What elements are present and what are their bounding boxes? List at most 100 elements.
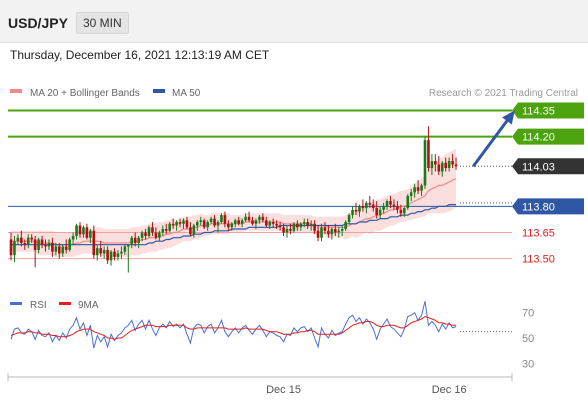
candle-body [127, 244, 130, 247]
candle-body [20, 237, 23, 243]
candle-body [168, 223, 171, 231]
candle [289, 223, 292, 235]
candle [258, 215, 261, 224]
candle-body [123, 246, 127, 252]
candle-body [206, 222, 209, 228]
candle [302, 218, 306, 228]
candle [375, 201, 378, 219]
candle [137, 235, 140, 249]
candle-body [16, 237, 20, 242]
candle [416, 180, 420, 195]
candle-body [192, 225, 196, 235]
candle [389, 195, 392, 209]
candle [130, 235, 134, 249]
candle-body [403, 208, 406, 214]
candle [127, 244, 130, 273]
candle-body [82, 227, 85, 235]
candle [71, 232, 75, 245]
candle-body [120, 251, 123, 254]
candle-body [44, 244, 47, 247]
candle [309, 220, 313, 231]
candle [447, 157, 451, 172]
candle-body [365, 202, 368, 209]
candle [20, 230, 23, 247]
candle-body [309, 223, 313, 226]
candle-body [182, 220, 185, 224]
price-tag-label: 113.80 [522, 201, 555, 213]
candle [340, 225, 344, 236]
resistance-tag: 114.20 [512, 128, 584, 145]
candle-body [434, 161, 437, 165]
candle [327, 225, 330, 238]
forecast-arrow-shaft [472, 117, 510, 168]
candle [47, 239, 51, 250]
candle [299, 222, 303, 231]
timeframe-button[interactable]: 30 MIN [76, 12, 129, 34]
candle [440, 161, 444, 177]
candle-body [54, 246, 58, 252]
price-tag-shape [512, 158, 584, 175]
candle-body [413, 187, 416, 193]
price-tag-label: 114.20 [522, 132, 555, 144]
candle [306, 218, 309, 230]
candle-body [354, 209, 358, 212]
candle [444, 157, 447, 172]
candle-body [37, 239, 40, 250]
candle-body [92, 230, 96, 256]
candle-body [113, 251, 116, 257]
candle [75, 223, 78, 240]
candle-body [140, 232, 144, 238]
rsi-tick-label: 30 [522, 358, 534, 370]
price-tag-label: 114.03 [522, 161, 555, 173]
candle-body [23, 242, 27, 245]
candle [244, 213, 247, 223]
candle [154, 227, 158, 240]
candle [95, 244, 99, 261]
candle-body [334, 229, 337, 233]
candle-body [385, 201, 389, 207]
candle-body [51, 242, 54, 252]
candle-body [396, 206, 399, 210]
support-label: 113.65 [522, 228, 555, 240]
candle-body [392, 204, 396, 207]
candle-body [409, 192, 413, 196]
candle [261, 213, 265, 223]
candle [237, 216, 240, 226]
candle [351, 206, 354, 219]
candle [406, 194, 410, 210]
candle [185, 216, 189, 230]
candle-body [99, 248, 102, 254]
candle [454, 157, 458, 170]
ma9-legend-swatch [59, 302, 71, 305]
candle-body [161, 229, 165, 233]
candle-body [196, 222, 199, 226]
candle [275, 220, 278, 230]
pivot-tag: 113.80 [512, 198, 584, 215]
candle [251, 216, 254, 226]
candle-body [337, 230, 341, 233]
symbol-label: USD/JPY [8, 15, 68, 31]
candle [385, 199, 389, 210]
candle [254, 218, 258, 230]
candle [144, 229, 147, 240]
ma20-legend-swatch [10, 89, 22, 93]
candle [271, 218, 275, 228]
candle-body [199, 220, 203, 223]
candle-body [78, 225, 82, 235]
candle-body [347, 215, 351, 223]
candle-body [271, 222, 275, 224]
x-tick-label: Dec 15 [266, 384, 301, 396]
candle-body [302, 222, 306, 224]
candle-body [154, 232, 158, 238]
candle-body [258, 216, 261, 221]
candle [365, 201, 368, 214]
candle-body [109, 251, 113, 261]
candle [89, 229, 92, 243]
candle [399, 204, 403, 217]
candle [358, 204, 361, 217]
candle-body [58, 246, 61, 254]
candle-body [289, 229, 292, 231]
candle [313, 220, 316, 235]
candle-body [420, 185, 423, 191]
candle-body [227, 223, 230, 228]
